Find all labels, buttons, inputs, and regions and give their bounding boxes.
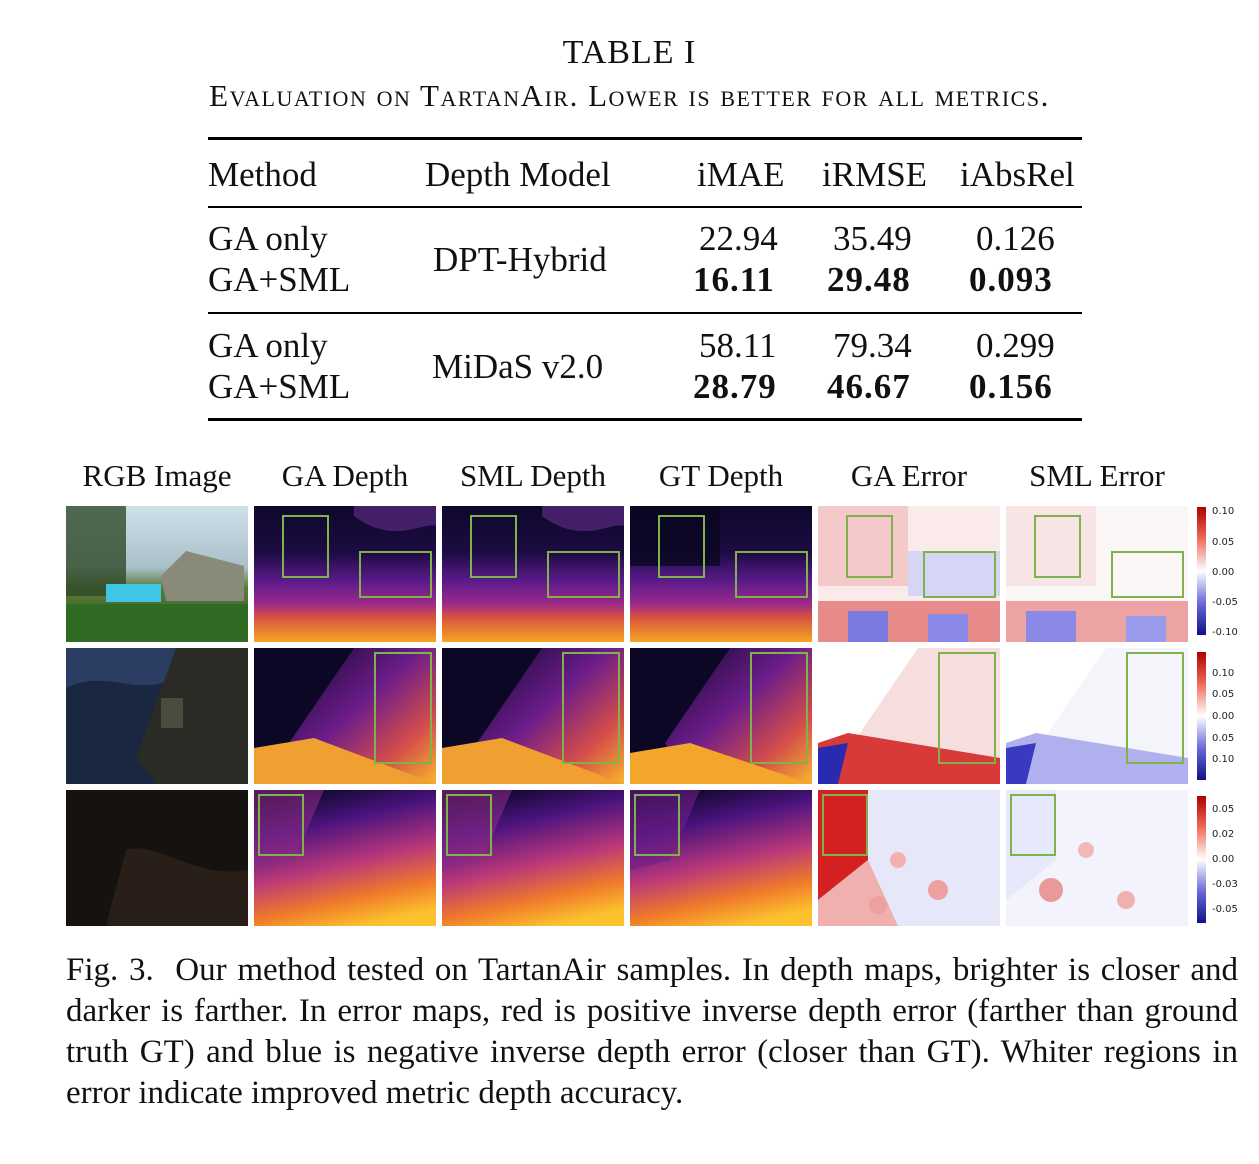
ga-error-2	[818, 648, 1000, 784]
highlight-box	[846, 515, 893, 578]
ga-error-1	[818, 506, 1000, 642]
table-cell-iabsrel: 0.299	[976, 326, 1055, 365]
colorbar-tick: 0.05	[1212, 689, 1235, 700]
table-group-rule	[208, 312, 1082, 314]
highlight-box	[258, 794, 304, 856]
rgb-image-2	[66, 648, 248, 784]
column-header-rgb: RGB Image	[82, 458, 232, 493]
highlight-box	[374, 652, 432, 764]
table-cell-iabsrel: 0.126	[976, 219, 1055, 258]
table-row-depth-model: MiDaS v2.0	[432, 347, 604, 386]
colorbar-tick: 0.05	[1212, 804, 1235, 815]
colorbar-tick: 0.05	[1212, 537, 1235, 548]
figure-caption: Fig. 3. Our method tested on TartanAir s…	[66, 950, 1238, 1114]
sml-error-3	[1006, 790, 1188, 926]
table-cell-irmse: 46.67	[827, 367, 911, 406]
highlight-box	[938, 652, 996, 764]
colorbar-tick: -0.03	[1212, 879, 1238, 890]
highlight-box	[470, 515, 517, 578]
table-cell-imae: 22.94	[699, 219, 778, 258]
figure-caption-label: Fig. 3.	[66, 952, 154, 988]
header-iabsrel: iAbsRel	[960, 155, 1075, 194]
table-title: TABLE I	[562, 34, 697, 71]
gt-depth-2	[630, 648, 812, 784]
colorbar-tick: 0.00	[1212, 854, 1235, 865]
colorbar-tick: 0.10	[1212, 506, 1235, 517]
sml-depth-2	[442, 648, 624, 784]
table-cell-imae: 28.79	[693, 367, 777, 406]
colorbar-tick: 0.00	[1212, 567, 1235, 578]
colorbar-2	[1197, 652, 1206, 780]
colorbar-tick: 0.02	[1212, 829, 1235, 840]
table-cell-imae: 16.11	[693, 260, 775, 299]
ga-depth-1	[254, 506, 436, 642]
ga-depth-3	[254, 790, 436, 926]
table-row-method: GA only	[208, 326, 328, 365]
colorbar-tick: -0.05	[1212, 904, 1238, 915]
table-cell-imae: 58.11	[699, 326, 777, 365]
highlight-box	[547, 551, 620, 598]
sml-error-2	[1006, 648, 1188, 784]
colorbar-tick: 0.05	[1212, 733, 1235, 744]
table-row-method: GA only	[208, 219, 328, 258]
colorbar-tick: 0.00	[1212, 711, 1235, 722]
highlight-box	[1111, 551, 1184, 598]
colorbar-tick: 0.10	[1212, 668, 1235, 679]
table-caption: Evaluation on TartanAir. Lower is better…	[209, 78, 1050, 113]
column-header-sml-depth: SML Depth	[459, 458, 607, 493]
highlight-box	[923, 551, 996, 598]
header-imae: iMAE	[697, 155, 785, 194]
column-header-ga-depth: GA Depth	[281, 458, 409, 493]
rgb-image-1	[66, 506, 248, 642]
highlight-box	[1126, 652, 1184, 764]
colorbar-tick: -0.05	[1212, 597, 1238, 608]
header-irmse: iRMSE	[822, 155, 928, 194]
table-cell-irmse: 79.34	[833, 326, 912, 365]
highlight-box	[359, 551, 432, 598]
header-depth-model: Depth Model	[425, 155, 611, 194]
highlight-box	[446, 794, 492, 856]
gt-depth-3	[630, 790, 812, 926]
highlight-box	[1034, 515, 1081, 578]
column-header-ga-error: GA Error	[850, 458, 968, 493]
highlight-box	[634, 794, 680, 856]
colorbar-1	[1197, 507, 1206, 635]
colorbar-tick: -0.10	[1212, 627, 1238, 638]
sml-error-1	[1006, 506, 1188, 642]
header-method: Method	[208, 155, 317, 194]
column-header-gt-depth: GT Depth	[658, 458, 784, 493]
ga-depth-2	[254, 648, 436, 784]
highlight-box	[282, 515, 329, 578]
highlight-box	[735, 551, 808, 598]
colorbar-tick: 0.10	[1212, 754, 1235, 765]
table-row-depth-model: DPT-Hybrid	[433, 240, 607, 279]
table-cell-irmse: 35.49	[833, 219, 912, 258]
table-bottom-rule	[208, 418, 1082, 421]
highlight-box	[822, 794, 868, 856]
sml-depth-3	[442, 790, 624, 926]
table-cell-iabsrel: 0.156	[969, 367, 1053, 406]
highlight-box	[658, 515, 705, 578]
highlight-box	[1010, 794, 1056, 856]
column-header-sml-error: SML Error	[1029, 458, 1165, 493]
table-top-rule	[208, 137, 1082, 140]
colorbar-3	[1197, 796, 1206, 923]
table-row-method: GA+SML	[208, 260, 351, 299]
ga-error-3	[818, 790, 1000, 926]
sml-depth-1	[442, 506, 624, 642]
table-cell-irmse: 29.48	[827, 260, 911, 299]
rgb-image-3	[66, 790, 248, 926]
table-header-rule	[208, 206, 1082, 208]
highlight-box	[750, 652, 808, 764]
table-cell-iabsrel: 0.093	[969, 260, 1053, 299]
table-row-method: GA+SML	[208, 367, 351, 406]
figure-caption-text: Our method tested on TartanAir samples. …	[66, 952, 1239, 1111]
gt-depth-1	[630, 506, 812, 642]
highlight-box	[562, 652, 620, 764]
